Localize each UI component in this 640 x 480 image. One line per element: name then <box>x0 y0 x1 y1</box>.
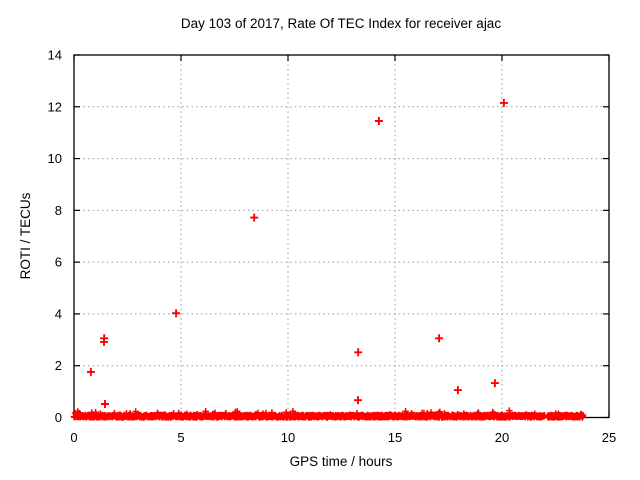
y-tick-label-12: 12 <box>48 99 62 114</box>
y-tick-label-0: 0 <box>55 410 62 425</box>
tick-labels: 0 5 10 15 20 25 0 2 4 6 8 10 12 14 <box>48 48 617 446</box>
x-tick-label-15: 15 <box>388 430 402 445</box>
y-tick-label-14: 14 <box>48 48 62 63</box>
x-tick-label-10: 10 <box>281 430 295 445</box>
y-tick-label-4: 4 <box>55 306 62 321</box>
x-tick-label-20: 20 <box>495 430 509 445</box>
x-tick-label-0: 0 <box>70 430 77 445</box>
y-axis-label: ROTI / TECUs <box>18 192 33 279</box>
x-tick-label-5: 5 <box>177 430 184 445</box>
baseline-band-path <box>70 407 587 421</box>
outlier-points-path <box>86 98 508 408</box>
x-axis-label: GPS time / hours <box>290 454 393 469</box>
baseline-band-points <box>70 407 587 421</box>
plot-border <box>73 54 610 419</box>
chart-title: Day 103 of 2017, Rate Of TEC Index for r… <box>181 16 501 31</box>
y-tick-label-6: 6 <box>55 255 62 270</box>
grid-lines <box>74 55 609 418</box>
y-tick-label-10: 10 <box>48 151 62 166</box>
data-points <box>86 98 508 408</box>
y-tick-label-2: 2 <box>55 358 62 373</box>
y-tick-label-8: 8 <box>55 203 62 218</box>
axis-ticks <box>73 54 610 419</box>
x-tick-label-25: 25 <box>602 430 616 445</box>
